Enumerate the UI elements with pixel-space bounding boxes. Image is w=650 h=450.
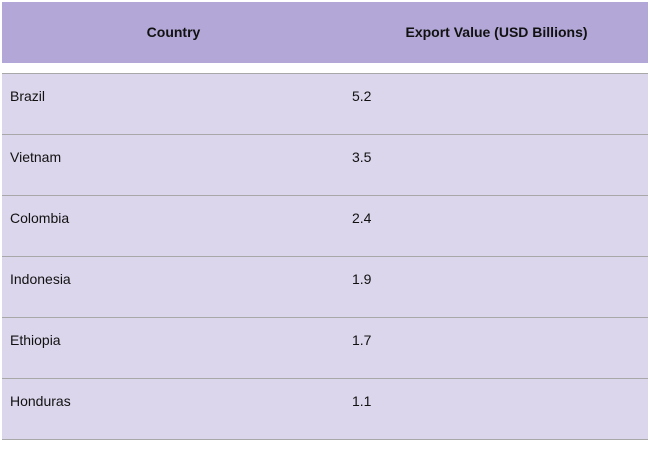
table-row: Honduras 1.1: [2, 378, 648, 439]
table-row: Vietnam 3.5: [2, 134, 648, 195]
export-value-cell: 3.5: [352, 148, 372, 165]
country-cell: Colombia: [10, 209, 70, 226]
export-value-cell: 5.2: [352, 87, 372, 104]
table-header: Country Export Value (USD Billions): [2, 12, 648, 73]
column-header-export-value: Export Value (USD Billions): [405, 24, 588, 41]
table-body: Brazil 5.2 Vietnam 3.5 Colombia 2.4 Indo…: [2, 73, 648, 439]
country-cell: Indonesia: [10, 270, 71, 287]
country-cell: Brazil: [10, 87, 46, 104]
header-row: Country Export Value (USD Billions): [2, 12, 648, 73]
table-row: Ethiopia 1.7: [2, 317, 648, 378]
table-row: Brazil 5.2: [2, 73, 648, 134]
export-table: Country Export Value (USD Billions) Braz…: [2, 12, 648, 440]
country-cell: Vietnam: [10, 148, 62, 165]
column-header-country: Country: [146, 24, 201, 41]
export-value-cell: 1.9: [352, 270, 372, 287]
country-cell: Ethiopia: [10, 331, 61, 348]
export-value-cell: 1.1: [352, 392, 372, 409]
country-cell: Honduras: [10, 392, 71, 409]
table-row: Indonesia 1.9: [2, 256, 648, 317]
export-value-cell: 1.7: [352, 331, 372, 348]
table-row: Colombia 2.4: [2, 195, 648, 256]
export-table-container: Country Export Value (USD Billions) Braz…: [2, 12, 648, 440]
export-value-cell: 2.4: [352, 209, 372, 226]
